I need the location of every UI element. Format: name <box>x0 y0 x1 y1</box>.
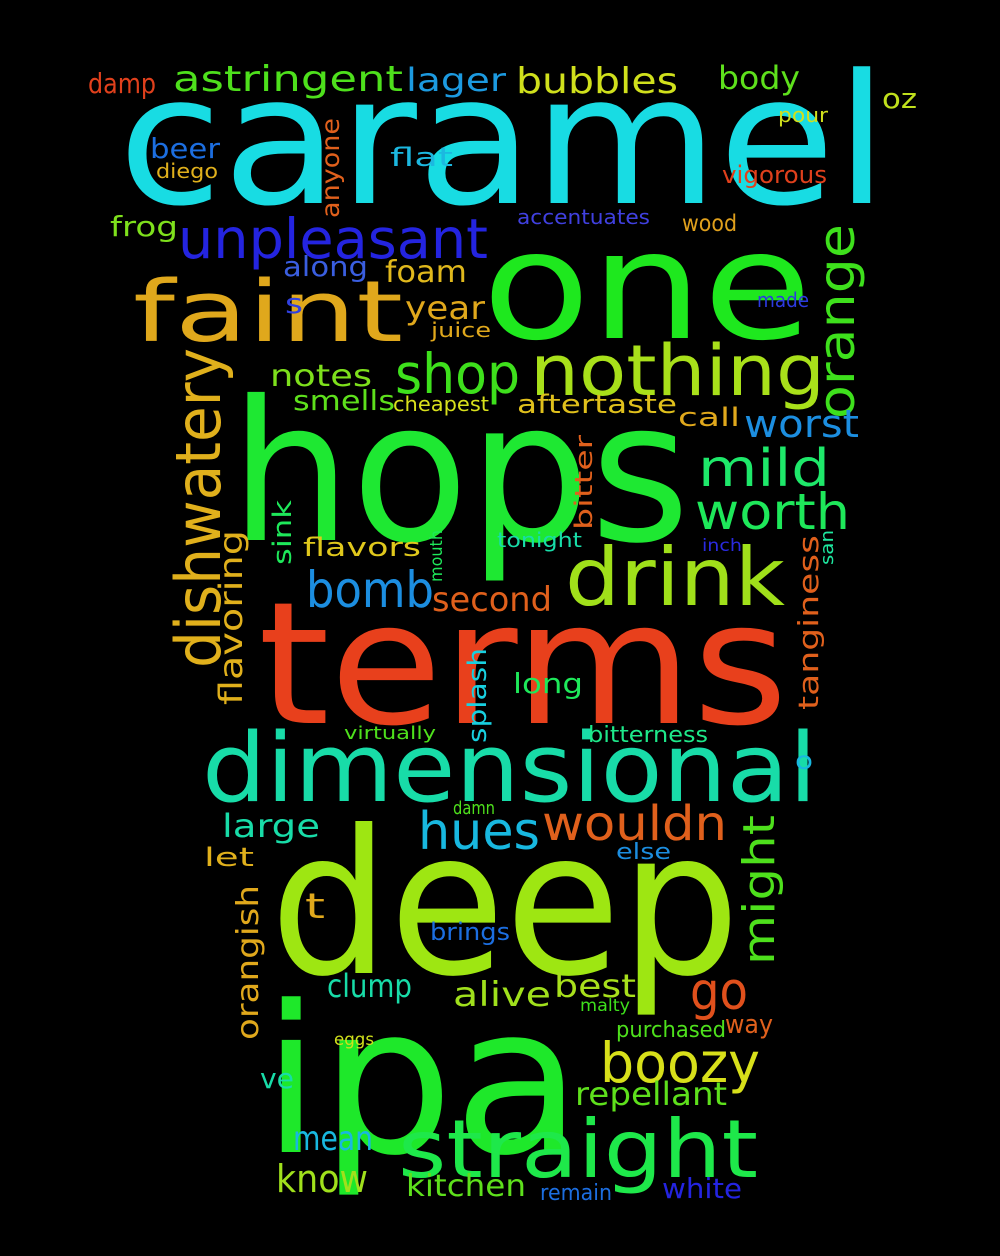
word-drink: drink <box>565 531 785 624</box>
word-purchased: purchased <box>616 1018 726 1043</box>
word-frog: frog <box>110 210 178 243</box>
word-large: large <box>222 807 320 845</box>
word-way: way <box>725 1010 773 1040</box>
word-oz: oz <box>882 82 917 115</box>
word-along: along <box>283 250 368 283</box>
word-splash: splash <box>463 648 493 743</box>
word-astringent: astringent <box>173 59 403 100</box>
word-repellant: repellant <box>575 1075 727 1113</box>
word-mouth: mouth <box>427 530 447 582</box>
word-bubbles: bubbles <box>516 61 678 102</box>
word-worth: worth <box>695 483 850 541</box>
word-flavoring: flavoring <box>212 530 250 705</box>
word-malty: malty <box>580 996 630 1016</box>
word-one: one <box>482 200 812 374</box>
word-remain: remain <box>540 1181 612 1206</box>
word-year: year <box>405 289 485 327</box>
word-cheapest: cheapest <box>393 392 489 416</box>
word-ve: ve <box>260 1062 294 1095</box>
word-worst: worst <box>744 402 859 446</box>
word-orangish: orangish <box>231 885 266 1040</box>
word-know: know <box>276 1157 368 1201</box>
word-lager: lager <box>406 61 506 99</box>
word-wouldn: wouldn <box>542 796 727 852</box>
word-body: body <box>718 59 800 97</box>
word-boozy: boozy <box>600 1031 760 1095</box>
word-inch: inch <box>702 536 742 556</box>
word-damp: damp <box>88 67 156 100</box>
word-kitchen: kitchen <box>406 1169 526 1204</box>
word-nothing: nothing <box>530 330 825 412</box>
word-hues: hues <box>418 802 540 862</box>
word-anyone: anyone <box>316 117 345 218</box>
word-clump: clump <box>327 967 412 1005</box>
word-t: t <box>305 887 325 927</box>
word-notes: notes <box>270 359 372 394</box>
word-vigorous: vigorous <box>722 161 827 189</box>
word-call: call <box>678 403 740 433</box>
word-best: best <box>554 967 636 1005</box>
word-s: s <box>285 287 303 320</box>
word-diego: diego <box>156 159 218 183</box>
word-hops: hops <box>230 359 690 586</box>
word-deep: deep <box>270 788 740 1021</box>
word-long: long <box>513 667 583 700</box>
word-faint: faint <box>133 263 403 362</box>
word-white: white <box>662 1172 742 1205</box>
word-beer: beer <box>150 132 220 165</box>
word-brings: brings <box>430 918 510 946</box>
word-terms: terms <box>258 566 788 764</box>
word-mean: mean <box>293 1119 373 1159</box>
word-pour: pour <box>778 103 828 127</box>
word-straight: straight <box>398 1103 758 1196</box>
word-ipa: ipa <box>262 963 582 1201</box>
word-bitterness: bitterness <box>588 723 708 748</box>
word-virtually: virtually <box>344 723 436 744</box>
word-flat: flat <box>390 143 453 173</box>
word-bitter: bitter <box>570 435 598 530</box>
word-tonight: tonight <box>497 528 582 552</box>
word-else: else <box>616 840 671 865</box>
word-o: o <box>795 746 813 775</box>
word-sink: sink <box>268 500 298 565</box>
word-orange: orange <box>808 223 866 419</box>
word-bomb: bomb <box>306 561 434 619</box>
word-unpleasant: unpleasant <box>178 207 488 271</box>
word-dimensional: dimensional <box>202 714 817 824</box>
word-let: let <box>204 843 254 873</box>
word-go: go <box>690 962 748 1022</box>
word-mild: mild <box>698 439 830 499</box>
word-damn: damn <box>453 798 495 819</box>
word-second: second <box>432 580 552 620</box>
word-alive: alive <box>453 975 551 1015</box>
word-accentuates: accentuates <box>517 205 650 229</box>
word-aftertaste: aftertaste <box>517 390 677 420</box>
word-smells: smells <box>293 384 395 417</box>
word-might: might <box>734 815 785 965</box>
word-eggs: eggs <box>334 1030 374 1050</box>
word-shop: shop <box>395 342 520 406</box>
word-flavors: flavors <box>303 533 421 563</box>
word-wood: wood <box>682 211 737 237</box>
word-tanginess: tanginess <box>792 535 825 710</box>
word-caramel: caramel <box>118 37 888 246</box>
word-foam: foam <box>385 255 467 290</box>
word-juice: juice <box>431 318 491 342</box>
word-made: made <box>757 288 809 312</box>
